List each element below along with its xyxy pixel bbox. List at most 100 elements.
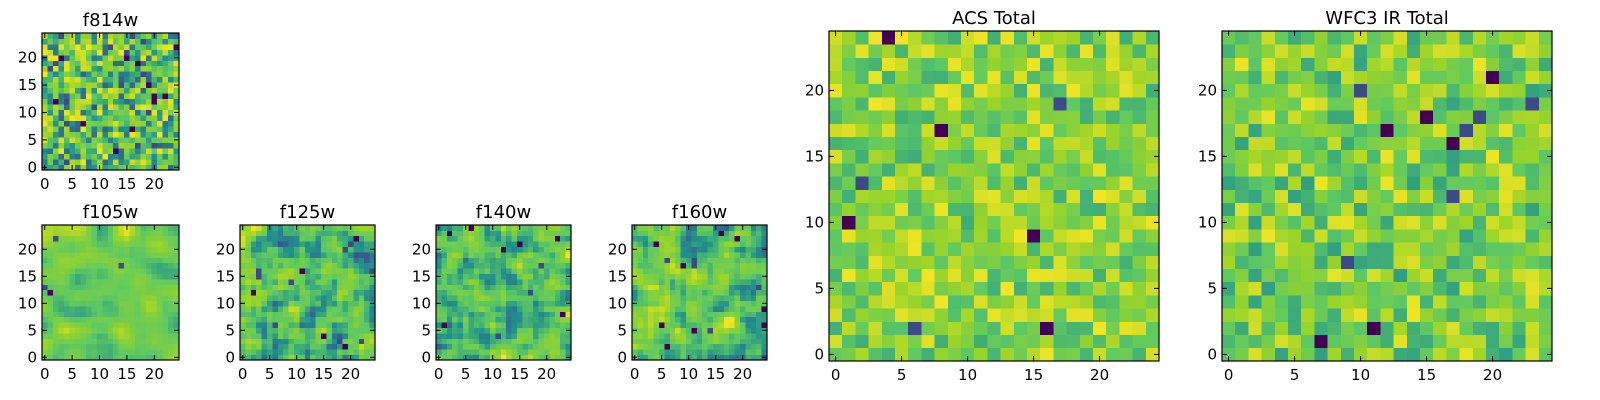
heatmap-cell [42, 257, 48, 264]
heatmap-cell [250, 230, 257, 237]
heatmap-cell [358, 333, 365, 339]
heatmap-cell [446, 246, 453, 253]
heatmap-cell [734, 225, 741, 231]
heatmap-cell [855, 110, 869, 124]
heatmap-cell [173, 126, 180, 132]
heatmap-cell [369, 333, 376, 339]
heatmap-cell [533, 225, 539, 231]
heatmap-cell [522, 333, 529, 339]
heatmap-cell [113, 252, 120, 258]
heatmap-cell [353, 257, 360, 264]
heatmap-cell [277, 311, 284, 318]
heatmap-cell [1053, 295, 1067, 309]
heatmap-cell [140, 87, 147, 94]
heatmap-cell [69, 131, 76, 138]
heatmap-cell [664, 268, 671, 274]
heatmap-cell [707, 257, 714, 264]
heatmap-cell [1367, 347, 1381, 362]
heatmap-cell [446, 343, 453, 350]
heatmap-cell [173, 98, 180, 105]
heatmap-cell [1248, 57, 1262, 71]
heatmap-cell [653, 235, 660, 242]
heatmap-cell [113, 153, 120, 160]
heatmap-cell [1340, 295, 1355, 309]
heatmap-cell [315, 327, 322, 334]
heatmap-cell [1301, 268, 1315, 283]
heatmap-cell [490, 300, 496, 307]
heatmap-cell [315, 230, 322, 237]
heatmap-cell [718, 295, 725, 301]
heatmap-cell [1406, 83, 1421, 98]
heatmap-cell [729, 230, 735, 237]
heatmap-cell [80, 284, 87, 291]
heatmap-cell [52, 289, 59, 296]
x-tick-label: 5 [461, 365, 471, 383]
heatmap-cell [1000, 31, 1015, 45]
heatmap-cell [168, 159, 174, 165]
heatmap-cell [702, 235, 708, 242]
heatmap-cell [250, 289, 257, 296]
heatmap-cell [554, 273, 561, 280]
heatmap-cell [358, 306, 365, 312]
heatmap-cell [102, 338, 109, 345]
heatmap-cell [1380, 215, 1394, 230]
heatmap-cell [740, 235, 746, 242]
heatmap-cell [102, 38, 109, 45]
heatmap-cell [740, 306, 746, 312]
heatmap-cell [80, 148, 87, 154]
heatmap-cell [102, 273, 109, 280]
heatmap-cell [511, 327, 518, 334]
heatmap-cell [538, 268, 545, 274]
heatmap-cell [58, 252, 65, 258]
heatmap-cell [669, 262, 676, 269]
heatmap-cell [637, 241, 644, 247]
heatmap-cell [118, 279, 125, 285]
heatmap-cell [1433, 308, 1447, 322]
heatmap-cell [151, 273, 158, 280]
heatmap-cell [1406, 163, 1421, 177]
heatmap-cell [441, 354, 448, 361]
heatmap-cell [436, 268, 442, 274]
heatmap-cell [321, 343, 327, 350]
heatmap-cell [1145, 31, 1160, 45]
heatmap-cell [1145, 334, 1160, 349]
axes-frame-f125w [239, 224, 376, 361]
heatmap-cell [1053, 215, 1067, 230]
heatmap-cell [267, 284, 273, 291]
heatmap-cell [1066, 83, 1081, 98]
heatmap-cell [85, 311, 92, 318]
heatmap-cell [642, 354, 649, 361]
heatmap-cell [908, 321, 922, 335]
heatmap-cell [326, 311, 333, 318]
heatmap-cell [495, 327, 502, 334]
heatmap-cell [146, 98, 152, 105]
heatmap-cell [74, 268, 81, 274]
heatmap-cell [113, 76, 120, 83]
heatmap-cell [173, 257, 180, 264]
heatmap-cell [506, 252, 512, 258]
heatmap-cell [140, 137, 147, 143]
heatmap-cell [745, 246, 752, 253]
heatmap-cell [1093, 308, 1107, 322]
heatmap-cell [1499, 57, 1513, 71]
heatmap-cell [740, 316, 746, 323]
heatmap-cell [527, 252, 534, 258]
heatmap-cell [756, 295, 762, 301]
heatmap-cell [1525, 31, 1540, 45]
heatmap-cell [91, 109, 98, 116]
heatmap-cell [342, 273, 349, 280]
heatmap-cell [52, 284, 59, 291]
heatmap-cell [135, 153, 141, 160]
heatmap-cell [272, 306, 279, 312]
heatmap-cell [267, 252, 273, 258]
heatmap-cell [707, 311, 714, 318]
heatmap-cell [129, 137, 136, 143]
heatmap-cell [118, 273, 125, 280]
heatmap-cell [261, 311, 268, 318]
heatmap-cell [642, 257, 649, 264]
heatmap-cell [1119, 202, 1133, 217]
heatmap-cell [1274, 70, 1289, 85]
heatmap-cell [675, 235, 681, 242]
heatmap-cell [1261, 70, 1276, 85]
heatmap-cell [1079, 229, 1094, 243]
